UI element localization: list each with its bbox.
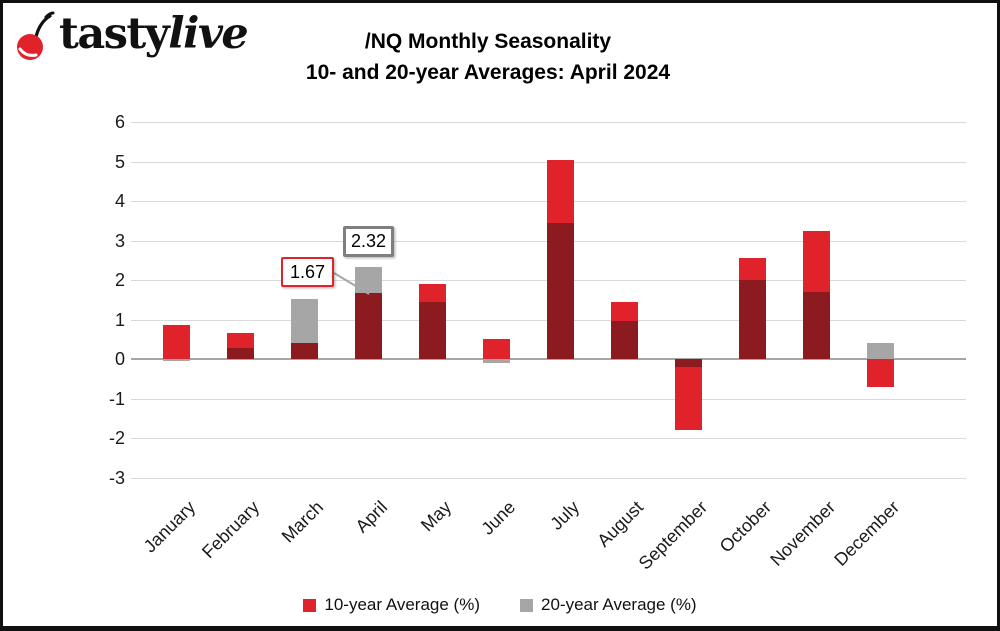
gridline (131, 398, 966, 400)
bar-segment (482, 359, 510, 363)
bar-segment (802, 291, 830, 359)
bar-segment (674, 359, 702, 367)
logo-wordmark: tastylive (59, 9, 249, 59)
bar-segment (290, 343, 318, 359)
bar-segment (610, 301, 638, 322)
y-axis-label: 1 (114, 309, 125, 330)
bar-segment (546, 222, 574, 359)
bar-segment (674, 366, 702, 431)
bar-segment (162, 359, 190, 361)
chart-title-line1: /NQ Monthly Seasonality (364, 30, 612, 53)
bar-segment (738, 280, 766, 359)
y-axis-label: 5 (114, 151, 125, 172)
bar-segment (546, 159, 574, 223)
chart-title: /NQ Monthly Seasonality 10- and 20-year … (133, 26, 843, 88)
y-axis-label: -1 (108, 388, 125, 409)
y-axis-label: 4 (114, 191, 125, 211)
bar-segment (482, 339, 510, 359)
bar-segment (290, 298, 318, 344)
bar-segment (226, 347, 254, 359)
annotation-callout: 1.67 (281, 257, 334, 287)
gridline (131, 438, 966, 439)
legend-swatch (520, 598, 533, 612)
logo-text-tasty: tasty (59, 9, 170, 59)
legend: 10-year Average (%) 20-year Average (%) (3, 595, 997, 615)
bar-segment (226, 333, 254, 348)
bar-segment (354, 267, 382, 294)
bar-segment (418, 283, 446, 302)
y-axis-label: 0 (114, 349, 125, 369)
y-axis-label: 2 (114, 270, 125, 290)
bar-segment (802, 230, 830, 292)
bar-segment (162, 325, 190, 359)
bar-segment (418, 301, 446, 359)
tastylive-logo: tastylive (15, 9, 249, 61)
logo-text-live: live (168, 9, 249, 59)
gridline (131, 122, 966, 123)
legend-swatch (303, 598, 317, 612)
legend-item: 10-year Average (%) (303, 595, 480, 615)
bar-segment (354, 293, 382, 359)
legend-item: 20-year Average (%) (520, 595, 697, 615)
y-axis-label: 6 (114, 112, 125, 132)
chart-title-line2: 10- and 20-year Averages: April 2024 (305, 61, 671, 84)
cherry-icon (17, 11, 55, 60)
bar-segment (738, 258, 766, 280)
legend-label: 20-year Average (%) (541, 595, 697, 614)
y-axis-label: 3 (114, 230, 125, 251)
y-axis-label: -2 (108, 428, 125, 448)
bar-segment (610, 321, 638, 359)
y-axis-label: -3 (108, 467, 125, 488)
bar-segment (866, 359, 894, 387)
legend-label: 10-year Average (%) (324, 595, 480, 614)
zero-gridline (131, 358, 966, 360)
annotation-callout: 2.32 (343, 226, 394, 257)
gridline (131, 477, 966, 479)
bar-segment (866, 343, 894, 359)
